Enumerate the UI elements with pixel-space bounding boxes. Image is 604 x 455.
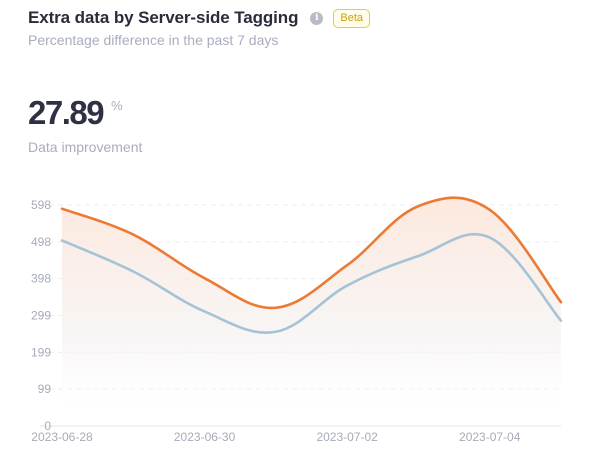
x-tick-label: 2023-07-04 — [459, 430, 521, 444]
x-tick-label: 2023-06-30 — [174, 430, 236, 444]
metric-value: 27.89 — [28, 94, 105, 131]
title-row: Extra data by Server-side Tagging i Beta — [28, 8, 371, 28]
metric: 27.89 % — [28, 94, 123, 132]
x-tick-label: 2023-07-02 — [316, 430, 378, 444]
y-tick-label: 598 — [31, 198, 51, 212]
y-tick-label: 299 — [31, 309, 51, 323]
beta-badge: Beta — [333, 8, 371, 28]
chart-title: Extra data by Server-side Tagging — [28, 8, 299, 27]
y-tick-label: 398 — [31, 272, 51, 286]
chart-subtitle: Percentage difference in the past 7 days — [28, 32, 279, 48]
info-icon[interactable]: i — [310, 11, 324, 25]
x-tick-label: 2023-06-28 — [31, 430, 93, 444]
metric-label: Data improvement — [28, 139, 143, 155]
y-tick-label: 498 — [31, 235, 51, 249]
y-tick-label: 99 — [38, 382, 52, 396]
series-line — [60, 232, 563, 334]
series-line — [60, 196, 563, 310]
y-tick-label: 0 — [44, 419, 51, 433]
y-tick-label: 199 — [31, 345, 51, 359]
metric-unit: % — [111, 98, 123, 113]
